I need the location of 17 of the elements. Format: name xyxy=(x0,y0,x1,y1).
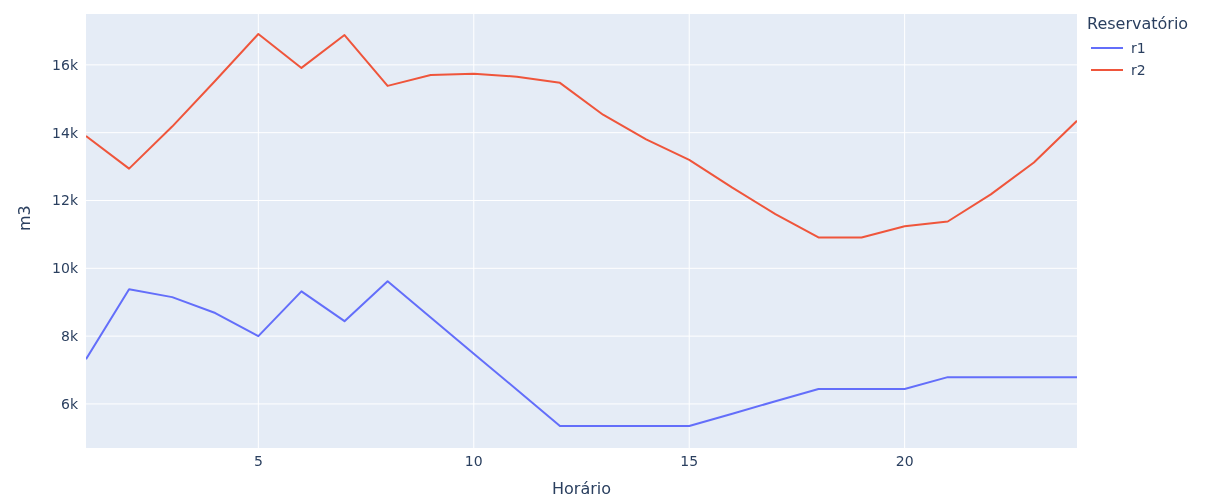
legend-label: r2 xyxy=(1131,62,1146,78)
line-series xyxy=(86,280,1077,427)
line-series xyxy=(86,33,1077,239)
y-tick-label: 8k xyxy=(60,328,79,345)
y-tick-label: 10k xyxy=(52,260,79,277)
x-tick-label: 10 xyxy=(464,452,483,469)
x-tick-label: 5 xyxy=(253,452,263,469)
legend-title: Reservatório xyxy=(1087,14,1190,33)
x-axis-title: Horário xyxy=(551,479,612,498)
x-tick-label: 15 xyxy=(680,452,699,469)
y-axis-title: m3 xyxy=(14,205,34,231)
y-tick-label: 16k xyxy=(52,56,79,73)
y-tick-label: 12k xyxy=(52,192,79,209)
legend-label: r1 xyxy=(1131,40,1146,56)
y-tick-label: 14k xyxy=(52,124,79,141)
y-tick-label: 6k xyxy=(60,395,79,412)
x-tick-label: 20 xyxy=(895,452,914,469)
